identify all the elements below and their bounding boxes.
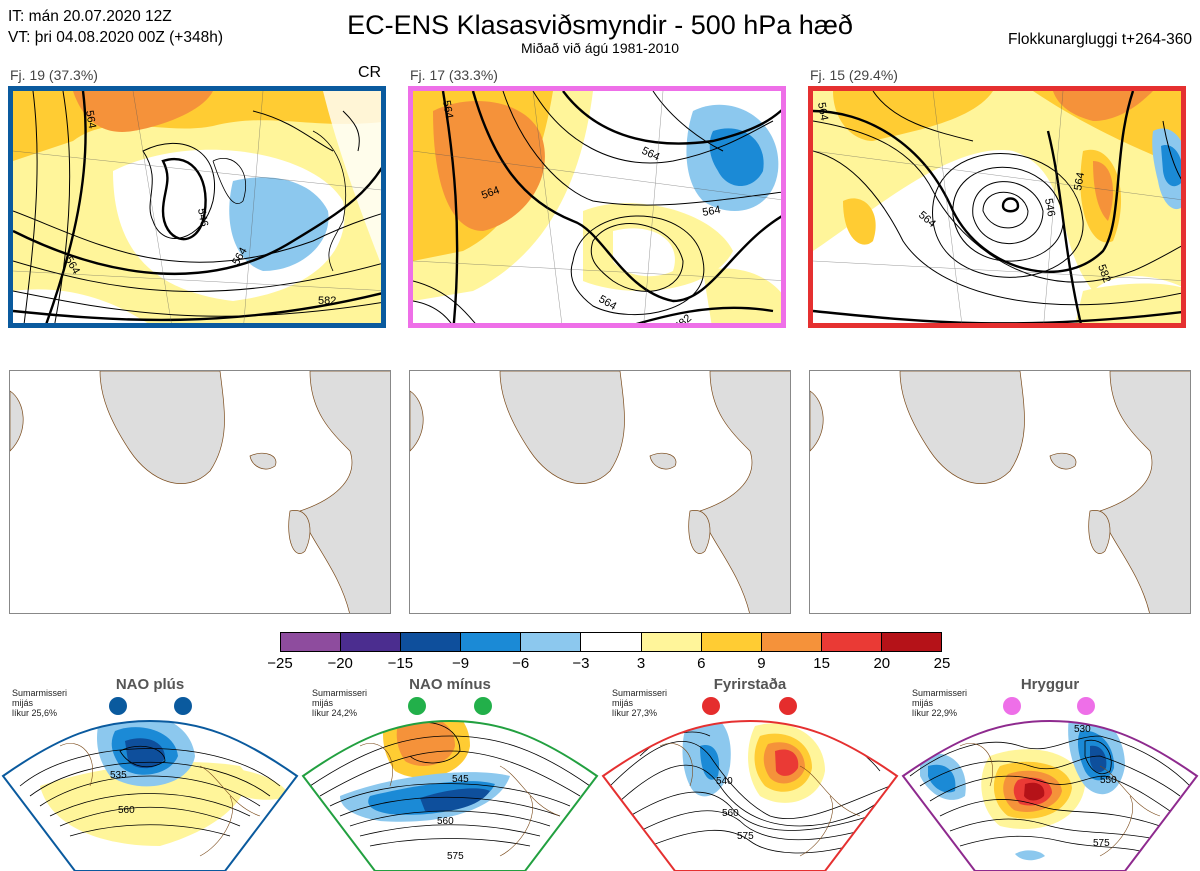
c2-contour-label-2: 564: [480, 184, 501, 202]
classification-window: Flokkunargluggi t+264-360: [1008, 31, 1192, 48]
colorbar-tick-label: 3: [636, 655, 646, 672]
colorbar-segment: [641, 633, 702, 651]
colorbar-tick-label: −25: [267, 655, 293, 672]
control-run-tag: CR: [358, 64, 382, 81]
colorbar-segment: [881, 633, 942, 651]
colorbar-tick-label: −15: [387, 655, 414, 672]
nao-minus-contour-3: 575: [447, 851, 464, 862]
basemap-2: [409, 370, 791, 614]
valid-time: VT: þri 04.08.2020 00Z (+348h): [8, 29, 223, 46]
c1-contour-label-1: 564: [83, 109, 98, 129]
colorbar-tick-label: 6: [697, 655, 706, 672]
regime-ridge[interactable]: 530 550 575 Hryggur Sumarmisseri mijás lík…: [900, 676, 1200, 871]
cluster-3-anomaly-svg: 564 546 564 564 582 582: [813, 91, 1181, 328]
c3-contour-label-5: 582: [1095, 263, 1113, 284]
colorbar-segment: [821, 633, 882, 651]
blocking-contour-3: 575: [737, 831, 754, 842]
nao-minus-contour-1: 545: [452, 774, 469, 785]
colorbar-tick-label: 15: [813, 655, 830, 672]
blocking-contour-2: 560: [722, 808, 739, 819]
ridge-contour-3: 575: [1093, 838, 1110, 849]
colorbar-segment: [281, 633, 342, 651]
nao-minus-contour-2: 560: [437, 816, 454, 827]
colorbar-segment: [461, 633, 522, 651]
cluster-2-map[interactable]: 564 564 564 564 564 582: [408, 86, 786, 328]
basemap-1: [9, 370, 391, 614]
c1-contour-label-5: 582: [318, 295, 336, 307]
regime-nao-minus[interactable]: 545 560 575 NAO mínus Sumarmisseri mijás l…: [300, 676, 600, 871]
colorbar-segment: [761, 633, 822, 651]
cluster-1-label: Fj. 19 (37.3%): [10, 67, 98, 83]
page-title: EC-ENS Klasasviðsmyndir - 500 hPa hæð: [347, 10, 853, 40]
basemap-3-land: [810, 371, 1190, 613]
colorbar-segment: [701, 633, 762, 651]
colorbar-segment: [401, 633, 462, 651]
colorbar-ticks: −25 −20 −15 −9 −6 −3 3 6 9 15 20 25: [0, 655, 1200, 675]
colorbar-tick-label: 9: [757, 655, 766, 672]
colorbar-tick-label: −20: [327, 655, 353, 672]
cluster-3-label: Fj. 15 (29.4%): [810, 67, 898, 83]
c1-contour-label-2: 546: [195, 207, 210, 227]
regime-name: NAO mínus: [409, 676, 491, 693]
regime-info: Sumarmisseri mijás líkur 25,6%: [12, 688, 68, 718]
cluster-2-anomaly-svg: 564 564 564 564 564 582: [413, 91, 781, 328]
c3-contour-label-1: 564: [815, 101, 830, 121]
anomaly-colorbar: [280, 632, 942, 652]
regime-nao-plus-map: 535 560: [1, 697, 299, 871]
page-subtitle: Miðað við ágú 1981-2010: [520, 40, 679, 56]
c3-contour-label-6: 582: [973, 324, 991, 328]
colorbar-tick-label: −6: [512, 655, 530, 672]
colorbar-tick-label: 20: [873, 655, 891, 672]
c2-contour-label-6: 582: [672, 312, 694, 328]
cluster-2-label: Fj. 17 (33.3%): [410, 67, 498, 83]
regime-name: NAO plús: [115, 676, 185, 693]
ridge-contour-2: 550: [1100, 775, 1117, 786]
regime-info: Sumarmisseri mijás líkur 24,2%: [312, 688, 368, 718]
basemap-2-land: [410, 371, 790, 613]
nao-plus-contour-1: 535: [110, 770, 127, 781]
c3-contour-label-2: 546: [1042, 197, 1057, 217]
colorbar-tick-label: 25: [933, 655, 951, 672]
colorbar-tick-label: −9: [451, 655, 470, 672]
regime-nao-plus[interactable]: 535 560 NAO plús Sumarmisseri mijás líkur …: [0, 676, 300, 871]
regime-nao-minus-map: 545 560 575: [301, 697, 599, 871]
colorbar-segment: [581, 633, 642, 651]
regime-blocking-map: 540 560 575: [601, 697, 899, 871]
c2-contour-label-4: 564: [701, 204, 721, 219]
initial-time: IT: mán 20.07.2020 12Z: [8, 8, 172, 25]
colorbar-segment: [341, 633, 402, 651]
c2-contour-label-1: 564: [440, 99, 455, 119]
regime-info: Sumarmisseri mijás líkur 27,3%: [612, 688, 668, 718]
nao-plus-contour-2: 560: [118, 805, 135, 816]
cluster-1-anomaly-svg: 564 546 564 564 582 582: [13, 91, 381, 328]
header-times: IT: mán 20.07.2020 12Z VT: þri 04.08.202…: [8, 6, 223, 48]
c1-contour-label-6: 582: [163, 324, 181, 328]
regime-name: Fyrirstaða: [713, 676, 787, 693]
basemap-3: [809, 370, 1191, 614]
blocking-contour-1: 540: [716, 776, 733, 787]
cluster-3-map[interactable]: 564 546 564 564 582 582: [808, 86, 1186, 328]
basemap-1-land: [10, 371, 390, 613]
cluster-1-map[interactable]: 564 546 564 564 582 582: [8, 86, 386, 328]
c3-contour-label-4: 564: [1072, 171, 1087, 191]
regime-info: Sumarmisseri mijás líkur 22,9%: [912, 688, 968, 718]
regime-ridge-map: 530 550 575: [901, 697, 1199, 871]
ridge-contour-1: 530: [1074, 724, 1091, 735]
colorbar-tick-label: −3: [572, 655, 590, 672]
regime-blocking[interactable]: 540 560 575 Fyrirstaða Sumarmisseri mijás…: [600, 676, 900, 871]
colorbar-segment: [521, 633, 582, 651]
regime-name: Hryggur: [1020, 676, 1080, 693]
